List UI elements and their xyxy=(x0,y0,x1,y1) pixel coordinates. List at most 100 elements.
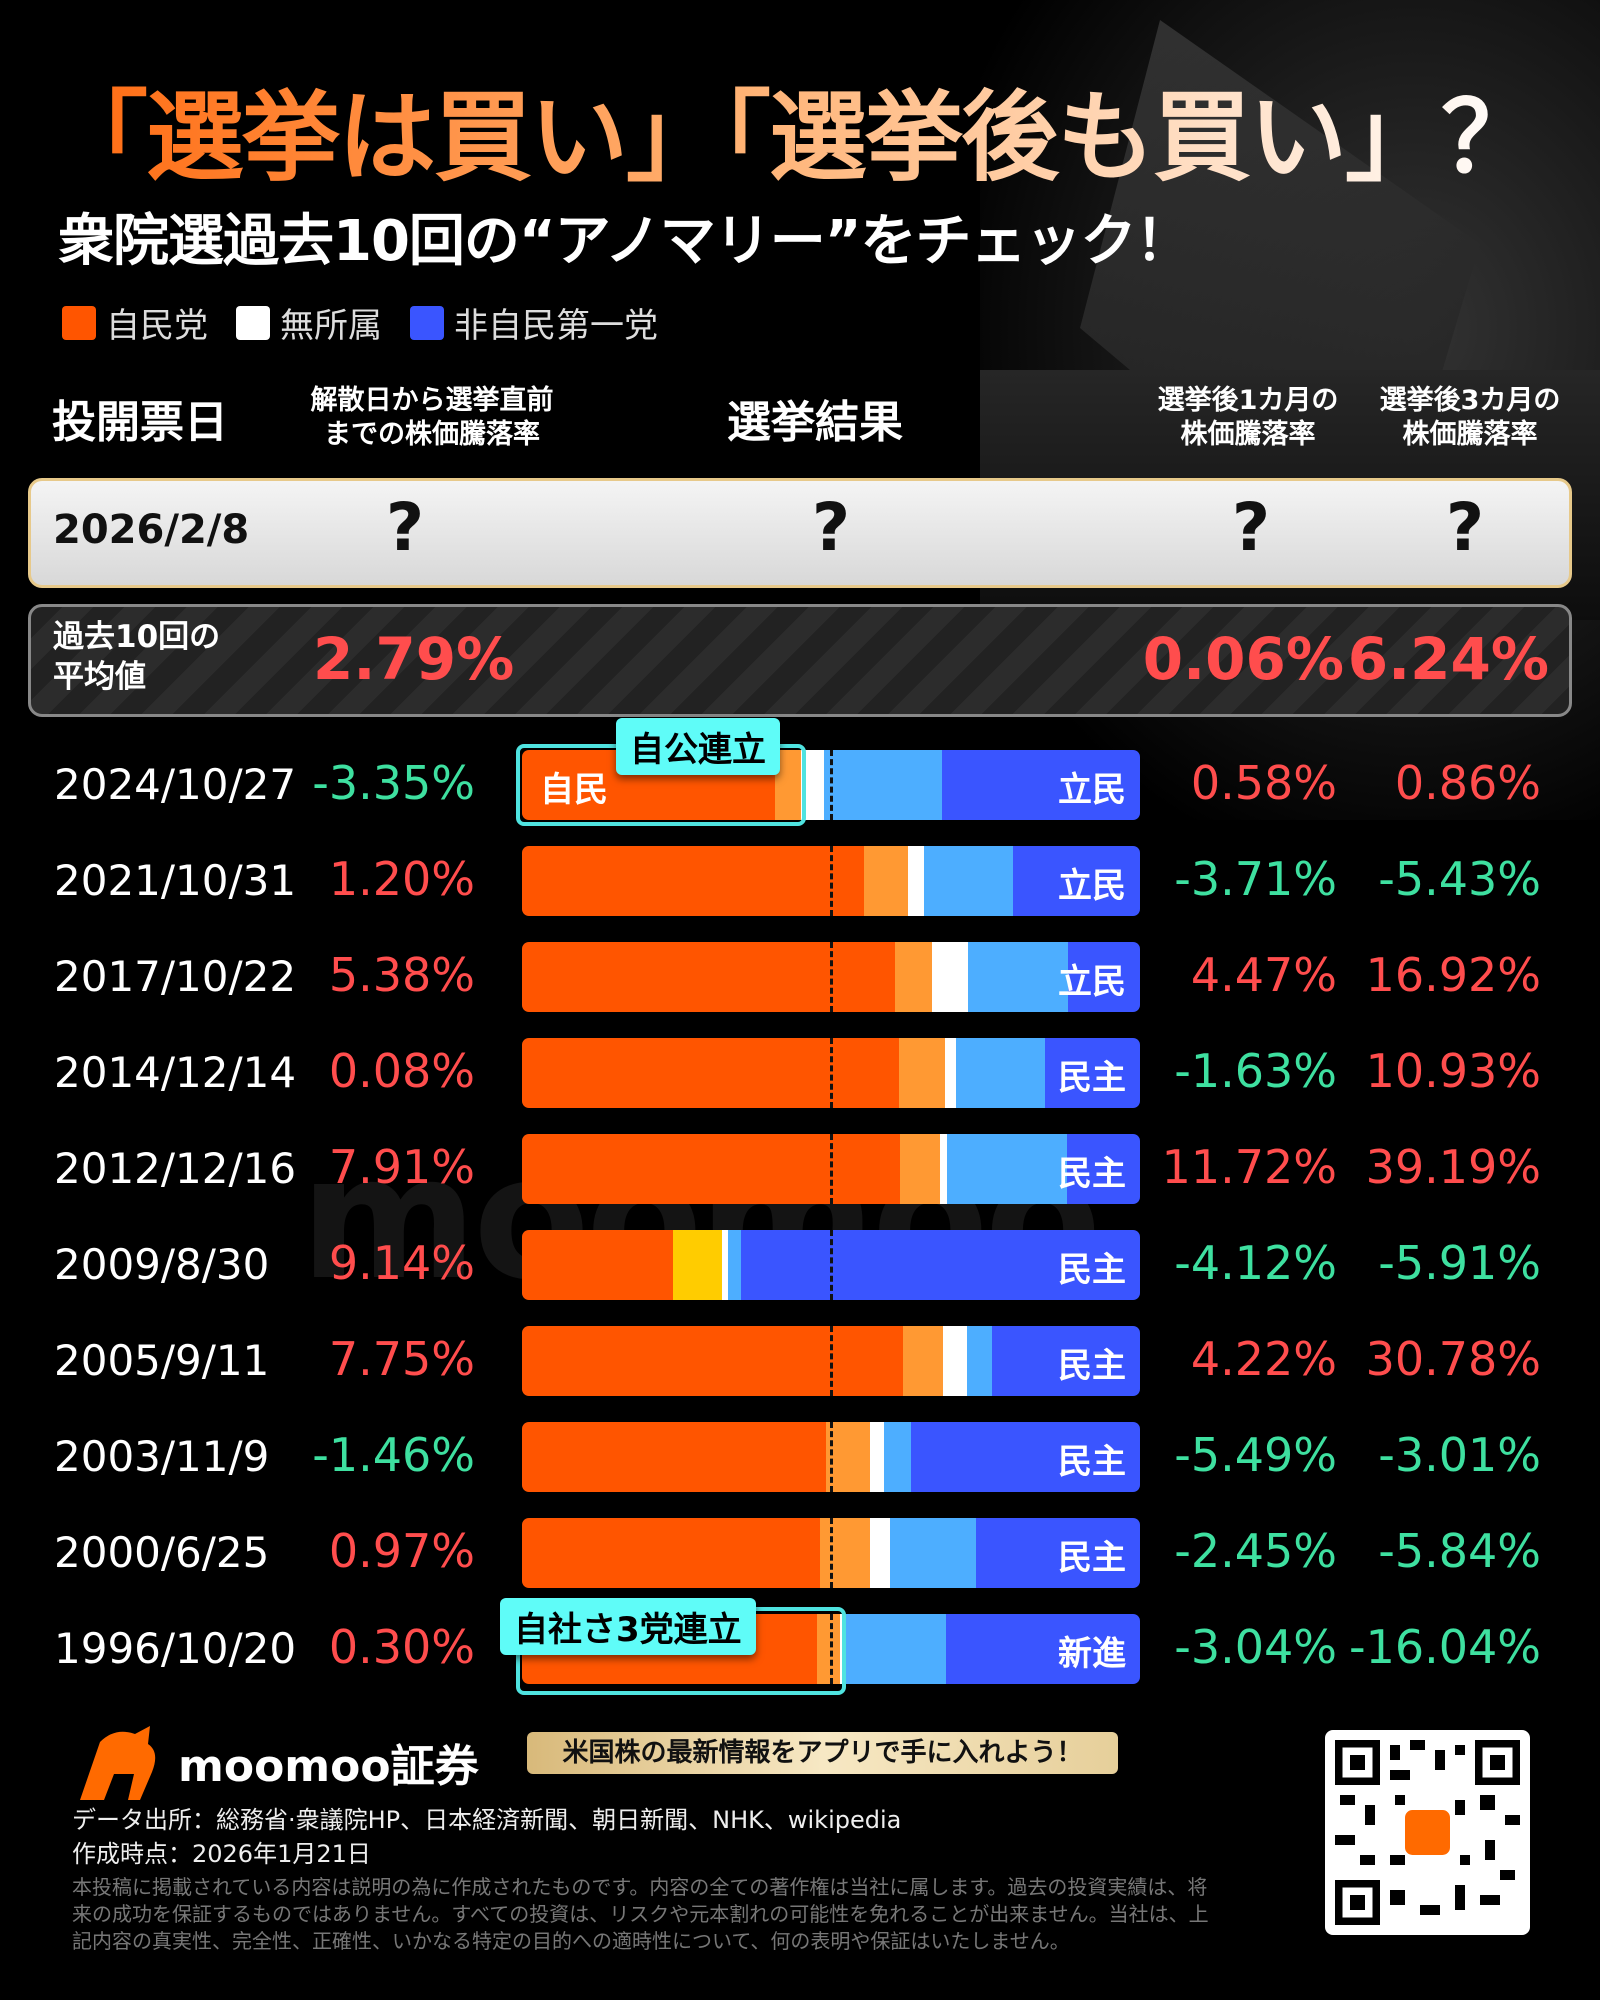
page-title: 「選挙は買い」「選挙後も買い」？ xyxy=(50,58,1539,200)
coalition-2024-label: 自公連立 xyxy=(616,718,780,775)
bar-segment-partner-seats xyxy=(894,942,933,1012)
header-line: 株価騰落率 xyxy=(1402,418,1538,450)
seat-bar: 民主 xyxy=(522,1422,1140,1492)
pre-election-change: 0.30% xyxy=(328,1620,475,1674)
bar-segment-ldp-seats xyxy=(522,1038,899,1108)
bar-segment-other-seats xyxy=(947,1134,1068,1204)
table-row: 2000/6/25 0.97% -2.45% -5.84% 民主 xyxy=(0,1518,1600,1588)
header-1m: 選挙後1カ月の 株価騰落率 xyxy=(1138,384,1358,452)
election-date: 2021/10/31 xyxy=(54,856,297,905)
bar-segment-ldp-seats xyxy=(522,1326,903,1396)
one-month-change: 0.58% xyxy=(1190,756,1337,810)
ldp-label: 自民 xyxy=(540,770,608,810)
moomoo-bull-icon xyxy=(80,1726,156,1800)
bar-segment-partner-seats xyxy=(820,1518,870,1588)
majority-midline xyxy=(830,1038,833,1108)
bar-segment-partner-seats xyxy=(826,1422,870,1492)
pre-election-change: -1.46% xyxy=(312,1428,475,1482)
header-pre-change: 解散日から選挙直前 までの株価騰落率 xyxy=(282,384,582,452)
bar-segment-opposition-seats xyxy=(945,1614,1140,1684)
seat-bar: 民主 xyxy=(522,1518,1140,1588)
table-row: 1996/10/20 0.30% -3.04% -16.04% 新進 xyxy=(0,1614,1600,1684)
bar-segment-opposition-seats xyxy=(975,1518,1140,1588)
three-month-change: -3.01% xyxy=(1378,1428,1541,1482)
legend-label: 自民党 xyxy=(106,306,208,346)
three-month-change: 30.78% xyxy=(1365,1332,1541,1386)
three-month-change: -5.84% xyxy=(1378,1524,1541,1578)
bar-segment-opposition-seats xyxy=(741,1230,1140,1300)
majority-midline xyxy=(830,1518,833,1588)
bar-segment-other-seats xyxy=(966,1326,993,1396)
bar-segment-partner-seats xyxy=(898,1038,945,1108)
bar-segment-independent-seats xyxy=(869,1422,885,1492)
opposition-party-label: 民主 xyxy=(1058,1538,1126,1578)
swatch-icon xyxy=(62,305,96,340)
bar-segment-other-seats xyxy=(728,1230,742,1300)
legend-label: 無所属 xyxy=(280,306,382,346)
bar-segment-independent-seats xyxy=(869,1518,890,1588)
table-row: 2009/8/30 9.14% -4.12% -5.91% 民主 xyxy=(0,1230,1600,1300)
one-month-change: -3.04% xyxy=(1174,1620,1337,1674)
legend-item-independent: 無所属 xyxy=(236,298,382,347)
majority-midline xyxy=(830,1614,833,1684)
bar-segment-independent-seats xyxy=(932,942,969,1012)
bar-segment-independent-seats xyxy=(722,1230,729,1300)
one-month-change: 4.22% xyxy=(1190,1332,1337,1386)
majority-midline xyxy=(830,846,833,916)
seat-bar: 民主 xyxy=(522,1230,1140,1300)
swatch-icon xyxy=(410,305,444,340)
bar-segment-ldp-seats xyxy=(522,846,865,916)
pre-election-change: 5.38% xyxy=(328,948,475,1002)
qr-code[interactable] xyxy=(1325,1730,1530,1935)
bar-segment-opposition-seats xyxy=(1045,1038,1140,1108)
bar-segment-partner-seats xyxy=(864,846,908,916)
brand-logo: moomoo証券 xyxy=(70,1722,479,1802)
pre-election-change: 0.97% xyxy=(328,1524,475,1578)
pre-election-change: 1.20% xyxy=(328,852,475,906)
majority-midline xyxy=(830,1422,833,1492)
election-date: 2024/10/27 xyxy=(54,760,297,809)
header-date: 投開票日 xyxy=(52,397,228,448)
bar-segment-ldp-seats xyxy=(522,1422,827,1492)
bar-segment-opposition-seats xyxy=(942,750,1140,820)
bar-segment-other-seats xyxy=(844,1614,946,1684)
seat-bar: 民主 xyxy=(522,1134,1140,1204)
header-line: 選挙後3カ月の xyxy=(1379,385,1561,416)
bar-segment-independent-seats xyxy=(801,750,824,820)
bar-segment-other-seats xyxy=(884,1422,911,1492)
upcoming-election-row: 2026/2/8 ? ? ? ? xyxy=(28,478,1572,588)
pre-election-change: 7.91% xyxy=(328,1140,475,1194)
question-mark-1m: ? xyxy=(1231,489,1271,566)
election-date: 2009/8/30 xyxy=(54,1240,270,1289)
legend-label: 非自民第一党 xyxy=(454,306,658,346)
three-month-change: 16.92% xyxy=(1365,948,1541,1002)
average-3m: 6.24% xyxy=(1347,625,1549,693)
three-month-change: -5.91% xyxy=(1378,1236,1541,1290)
average-row: 過去10回の 平均値 2.79% 0.06% 6.24% xyxy=(28,604,1572,717)
page-subtitle: 衆院選過去10回の“アノマリー”をチェック！ xyxy=(58,209,1191,274)
election-date: 2012/12/16 xyxy=(54,1144,297,1193)
coalition-1996-label: 自社さ3党連立 xyxy=(500,1598,756,1655)
opposition-party-label: 民主 xyxy=(1058,1346,1126,1386)
opposition-party-label: 民主 xyxy=(1058,1058,1126,1098)
app-banner[interactable]: 米国株の最新情報をアプリで手に入れよう！ xyxy=(527,1732,1118,1774)
question-mark-pre: ? xyxy=(385,489,425,566)
bar-segment-ldp-seats xyxy=(522,1518,821,1588)
majority-midline xyxy=(830,942,833,1012)
opposition-party-label: 民主 xyxy=(1058,1154,1126,1194)
average-pre: 2.79% xyxy=(313,625,515,693)
header-result: 選挙結果 xyxy=(727,397,903,448)
election-date: 2005/9/11 xyxy=(54,1336,270,1385)
swatch-icon xyxy=(236,305,270,340)
bar-segment-opposition-seats xyxy=(1067,1134,1140,1204)
majority-midline xyxy=(830,750,833,820)
majority-midline xyxy=(830,1134,833,1204)
bar-segment-opposition-seats xyxy=(992,1326,1140,1396)
three-month-change: 39.19% xyxy=(1365,1140,1541,1194)
opposition-party-label: 新進 xyxy=(1058,1634,1126,1674)
seat-bar: 立民 xyxy=(522,846,1140,916)
election-date: 2014/12/14 xyxy=(54,1048,297,1097)
one-month-change: -2.45% xyxy=(1174,1524,1337,1578)
table-row: 2021/10/31 1.20% -3.71% -5.43% 立民 xyxy=(0,846,1600,916)
pre-election-change: -3.35% xyxy=(312,756,475,810)
